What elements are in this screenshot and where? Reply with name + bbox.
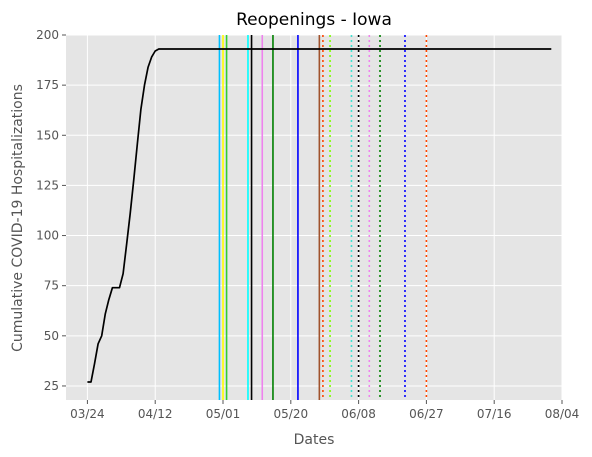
x-tick-label: 05/20 [274,407,309,421]
reopening-lines [218,35,428,400]
x-tick-label: 03/24 [70,407,105,421]
y-tick-label: 150 [36,128,59,142]
x-axis-label: Dates [294,432,335,448]
y-axis-label: Cumulative COVID-19 Hospitalizations [10,84,26,352]
y-tick-label: 200 [36,28,59,42]
x-tick-label: 07/16 [477,407,512,421]
x-tick-label: 04/12 [138,407,173,421]
x-tick-label: 06/27 [409,407,444,421]
x-tick-label: 08/04 [545,407,580,421]
y-tick-label: 100 [36,229,59,243]
y-tick-label: 125 [36,178,59,192]
y-tick-label: 175 [36,78,59,92]
chart-title: Reopenings - Iowa [236,10,392,30]
x-tick-label: 06/08 [341,407,376,421]
series-group [87,48,552,383]
x-axis: 03/24 04/12 05/01 05/20 06/08 06/27 07/16 08/04 [70,400,579,421]
y-axis: 25 50 75 100 125 150 175 200 [36,28,66,393]
x-tick-label: 05/01 [206,407,241,421]
y-tick-label: 75 [44,279,59,293]
plot-background [66,35,562,400]
y-tick-label: 50 [44,329,59,343]
y-tick-label: 25 [44,379,59,393]
series-line [87,48,552,383]
